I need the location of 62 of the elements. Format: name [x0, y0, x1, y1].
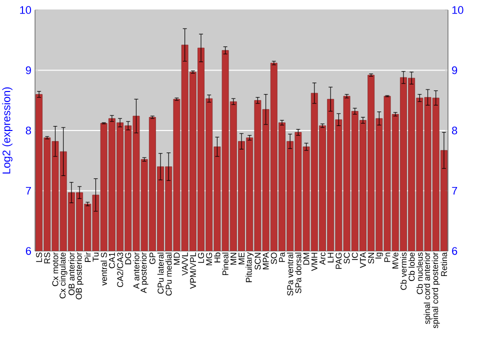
- y-tick-label: 6: [26, 247, 31, 255]
- x-tick-label: Hb: [214, 252, 220, 262]
- x-tick-label: Cx cingulate: [59, 252, 68, 298]
- y-axis-title: Log2 (expression): [2, 87, 12, 174]
- x-tick-label: MVe: [392, 252, 398, 268]
- x-tick-label: Pir: [84, 252, 91, 262]
- y2-tick-label: 7: [452, 186, 458, 195]
- x-tick-label: Cb vermis: [400, 252, 407, 290]
- x-tick-label: Tu: [92, 252, 99, 262]
- x-tick-label: A posterior: [140, 252, 148, 294]
- x-tick-label: Ig: [375, 252, 383, 258]
- y2-tick-label: 10: [452, 6, 464, 14]
- x-tick-label: Cx motor: [52, 252, 58, 286]
- x-tick-label: Pa: [279, 252, 285, 262]
- x-tick-label: Arc: [320, 252, 326, 265]
- x-tick-label: PAG: [336, 252, 342, 269]
- y2-tick-label: 9: [452, 66, 458, 74]
- x-tick-label: VA/VL: [182, 252, 188, 276]
- x-tick-label: Cb nucleus: [416, 252, 423, 294]
- x-tick-label: spinal cord posterior: [432, 252, 440, 328]
- x-tick-label: LS: [36, 252, 42, 262]
- x-tick-label: spinal cord anterior: [424, 252, 432, 324]
- y-tick-label: 7: [26, 186, 31, 195]
- x-tick-label: ventral S: [100, 252, 107, 286]
- x-tick-label: OB posterior: [76, 252, 84, 300]
- x-tick-label: GP: [149, 252, 156, 264]
- x-tick-label: RS: [44, 252, 50, 264]
- x-tick-label: DM: [303, 252, 310, 265]
- x-tick-label: OB anterior: [68, 252, 75, 296]
- x-tick-label: SO: [270, 252, 277, 264]
- x-tick-label: LH: [328, 252, 334, 262]
- x-tick-label: LG: [198, 252, 204, 263]
- y2-tick-label: 6: [452, 247, 458, 255]
- x-tick-label: Pituitary: [246, 252, 254, 282]
- y2-tick-label: 8: [452, 126, 458, 134]
- y-tick-label: 8: [26, 126, 31, 134]
- x-tick-label: Retina: [440, 252, 448, 276]
- y-tick-label: 10: [20, 6, 32, 14]
- x-tick-label: MD: [174, 252, 180, 265]
- x-tick-label: CPu medial: [166, 252, 172, 296]
- x-tick-label: SPa dorsal: [295, 252, 302, 294]
- x-tick-label: A anterior: [133, 252, 140, 289]
- x-tick-label: ME: [238, 252, 244, 264]
- x-tick-label: CPu lateral: [157, 252, 164, 294]
- x-tick-label: MPA: [262, 252, 269, 270]
- x-tick-label: VMH: [311, 252, 318, 271]
- x-tick-label: SN: [368, 252, 374, 264]
- x-tick-label: VTA: [360, 252, 366, 268]
- x-tick-label: CA1: [108, 252, 115, 268]
- x-tick-label: SPa ventral: [286, 252, 294, 296]
- x-tick-label: SC: [344, 252, 350, 264]
- x-tick-label: Cb lobe: [408, 252, 415, 281]
- x-tick-label: DG: [125, 252, 132, 264]
- y-tick-label: 9: [26, 66, 31, 74]
- x-tick-label: IC: [352, 252, 358, 260]
- x-tick-label: VPM/VPL: [190, 252, 196, 289]
- x-tick-label: SCN: [254, 252, 261, 270]
- x-tick-label: MG: [206, 252, 212, 266]
- x-tick-label: Pn: [384, 252, 390, 262]
- x-tick-label: MN: [230, 252, 236, 265]
- x-tick-label: Pineal: [222, 252, 228, 276]
- x-tick-label: CA2/CA3: [116, 252, 124, 288]
